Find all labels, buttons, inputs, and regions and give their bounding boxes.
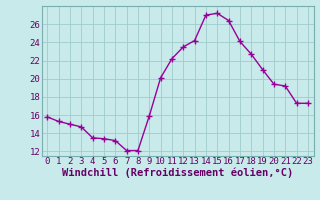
- X-axis label: Windchill (Refroidissement éolien,°C): Windchill (Refroidissement éolien,°C): [62, 168, 293, 178]
